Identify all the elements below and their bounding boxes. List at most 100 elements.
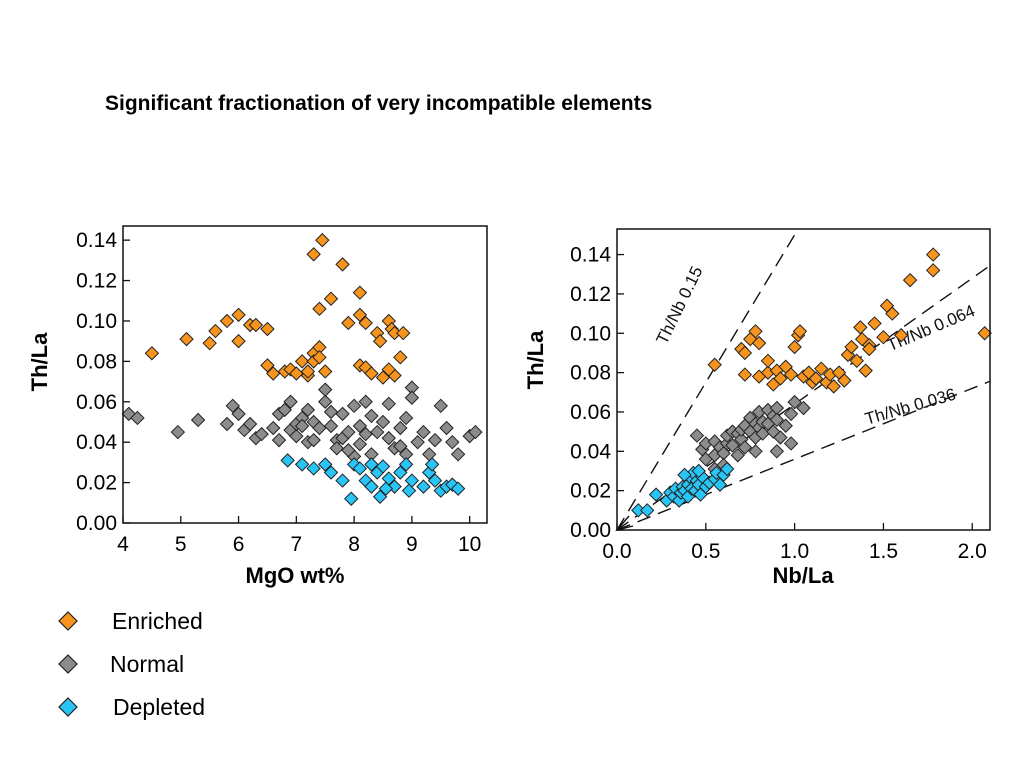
chart1-point-enriched-10 (260, 321, 275, 337)
chart1-point-normal-21 (294, 418, 310, 434)
chart1-ytick-label-5: 0.08 (76, 350, 117, 373)
chart2-ytick-label-5: 0.08 (570, 362, 611, 385)
legend-item-enriched: Enriched (56, 606, 203, 636)
chart1-point-normal-18 (289, 428, 304, 444)
chart1-point-normal-36 (346, 398, 362, 414)
chart1-point-enriched-43 (393, 350, 408, 365)
legend-item-depleted: Depleted (56, 692, 205, 722)
chart1-point-normal-29 (323, 404, 339, 420)
chart1-point-enriched-26 (306, 247, 321, 262)
legend-marker-enriched (58, 611, 78, 631)
chart1-point-depleted-3 (306, 461, 321, 476)
chart2-ylabel: Th/La (523, 330, 548, 389)
chart1-point-normal-7 (231, 406, 246, 422)
chart1-point-depleted-22 (416, 479, 431, 494)
chart1-point-enriched-30 (352, 285, 368, 300)
chart2-point-enriched-28 (837, 373, 852, 388)
chart2-ytick-label-6: 0.10 (570, 322, 611, 345)
chart2-point-depleted-29 (677, 467, 692, 483)
chart1-point-enriched-29 (341, 315, 356, 331)
chart1-point-normal-28 (318, 382, 333, 397)
chart2-ytick-label-7: 0.12 (570, 283, 611, 306)
chart1-point-depleted-20 (401, 483, 417, 498)
chart1-point-enriched-31 (352, 307, 368, 323)
chart1-point-normal-45 (375, 414, 391, 430)
chart1-point-depleted-2 (294, 457, 310, 472)
chart1-point-enriched-45 (381, 362, 396, 377)
chart2-point-enriched-45 (853, 320, 868, 335)
chart2-point-enriched-16 (787, 339, 802, 355)
chart2-point-enriched-39 (893, 328, 909, 343)
chart2-ytick-label-2: 0.02 (570, 480, 611, 503)
chart1-point-enriched-1 (144, 346, 160, 361)
chart2-point-enriched-3 (737, 345, 753, 361)
chart2-ytick-label-4: 0.06 (570, 401, 611, 424)
chart1-xtick-label-6: 9 (406, 533, 418, 556)
chart2-point-enriched-7 (737, 367, 753, 382)
chart1-point-normal-46 (381, 430, 396, 446)
chart1-point-enriched-18 (300, 364, 316, 379)
chart1-point-depleted-28 (450, 481, 466, 496)
chart2-point-depleted-3 (648, 487, 664, 502)
chart2-point-enriched-42 (925, 247, 941, 262)
chart2-point-depleted-30 (691, 463, 706, 479)
chart2-ytick-label-8: 0.14 (570, 244, 611, 267)
chart2-point-enriched-43 (977, 326, 992, 341)
chart2-point-enriched-41 (925, 263, 941, 278)
chart1-point-depleted-12 (364, 457, 379, 472)
chart1-point-normal-53 (404, 390, 420, 405)
chart1-ytick-label-3: 0.04 (76, 431, 117, 454)
legend-marker-normal (58, 654, 78, 674)
chart1-point-normal-50 (393, 439, 408, 454)
chart2-xtick-label-4: 1.5 (869, 540, 898, 563)
chart1-point-normal-15 (277, 402, 292, 418)
legend-marker-depleted (58, 697, 78, 717)
chart1-point-depleted-1 (280, 453, 295, 468)
chart1-point-depleted-4 (318, 457, 333, 472)
chart1-point-normal-22 (300, 402, 316, 418)
chart2-point-normal-36 (796, 400, 811, 416)
chart1-point-enriched-3 (202, 335, 217, 351)
chart2-xtick-label-3: 1.0 (780, 540, 809, 563)
chart1-point-depleted-24 (427, 473, 443, 488)
chart2-refline-label-3: Th/Nb 0.036 (863, 385, 958, 429)
chart1-point-normal-51 (398, 410, 414, 426)
chart1-point-enriched-15 (289, 366, 304, 381)
chart2-ytick-label-1: 0.00 (570, 519, 611, 542)
chart1-point-enriched-24 (312, 301, 327, 317)
chart2-xtick-label-5: 2.0 (958, 540, 987, 563)
chart2-refline-label-1: Th/Nb 0.15 (653, 263, 707, 347)
chart1-point-normal-58 (433, 398, 448, 414)
chart1-point-normal-2 (130, 410, 145, 426)
chart1-point-normal-38 (352, 418, 368, 434)
chart1-ytick-label-2: 0.02 (76, 472, 117, 495)
chart1-point-normal-4 (190, 412, 206, 428)
chart1-point-normal-26 (312, 420, 327, 436)
chart1-point-normal-12 (266, 420, 281, 436)
chart2-point-enriched-35 (867, 316, 882, 331)
slide-title: Significant fractionation of very incomp… (105, 92, 653, 115)
chart2-point-enriched-1 (707, 357, 722, 372)
chart2-point-enriched-6 (751, 335, 767, 351)
chart1-point-enriched-28 (335, 257, 350, 272)
chart1-point-normal-57 (427, 432, 443, 448)
chart2-origin-arrow (615, 515, 634, 532)
chart1-point-enriched-4 (208, 323, 223, 339)
chart1-xtick-label-7: 10 (458, 533, 481, 556)
chart2-point-normal-12 (725, 438, 740, 453)
chart1-point-depleted-21 (404, 473, 420, 488)
chart1-point-enriched-5 (219, 313, 235, 329)
chart1-point-normal-39 (352, 436, 368, 452)
chart2-xlabel: Nb/La (772, 563, 834, 588)
chart1-point-normal-65 (341, 443, 356, 458)
chart2-point-enriched-38 (885, 306, 900, 321)
chart1-point-enriched-12 (266, 366, 281, 381)
chart1-point-normal-34 (335, 406, 350, 422)
chart2-point-enriched-23 (814, 361, 829, 376)
chart2-point-normal-37 (748, 444, 763, 459)
chart1-point-normal-3 (170, 424, 186, 440)
chart1-point-normal-55 (416, 424, 431, 440)
chart1-point-normal-17 (283, 394, 298, 409)
